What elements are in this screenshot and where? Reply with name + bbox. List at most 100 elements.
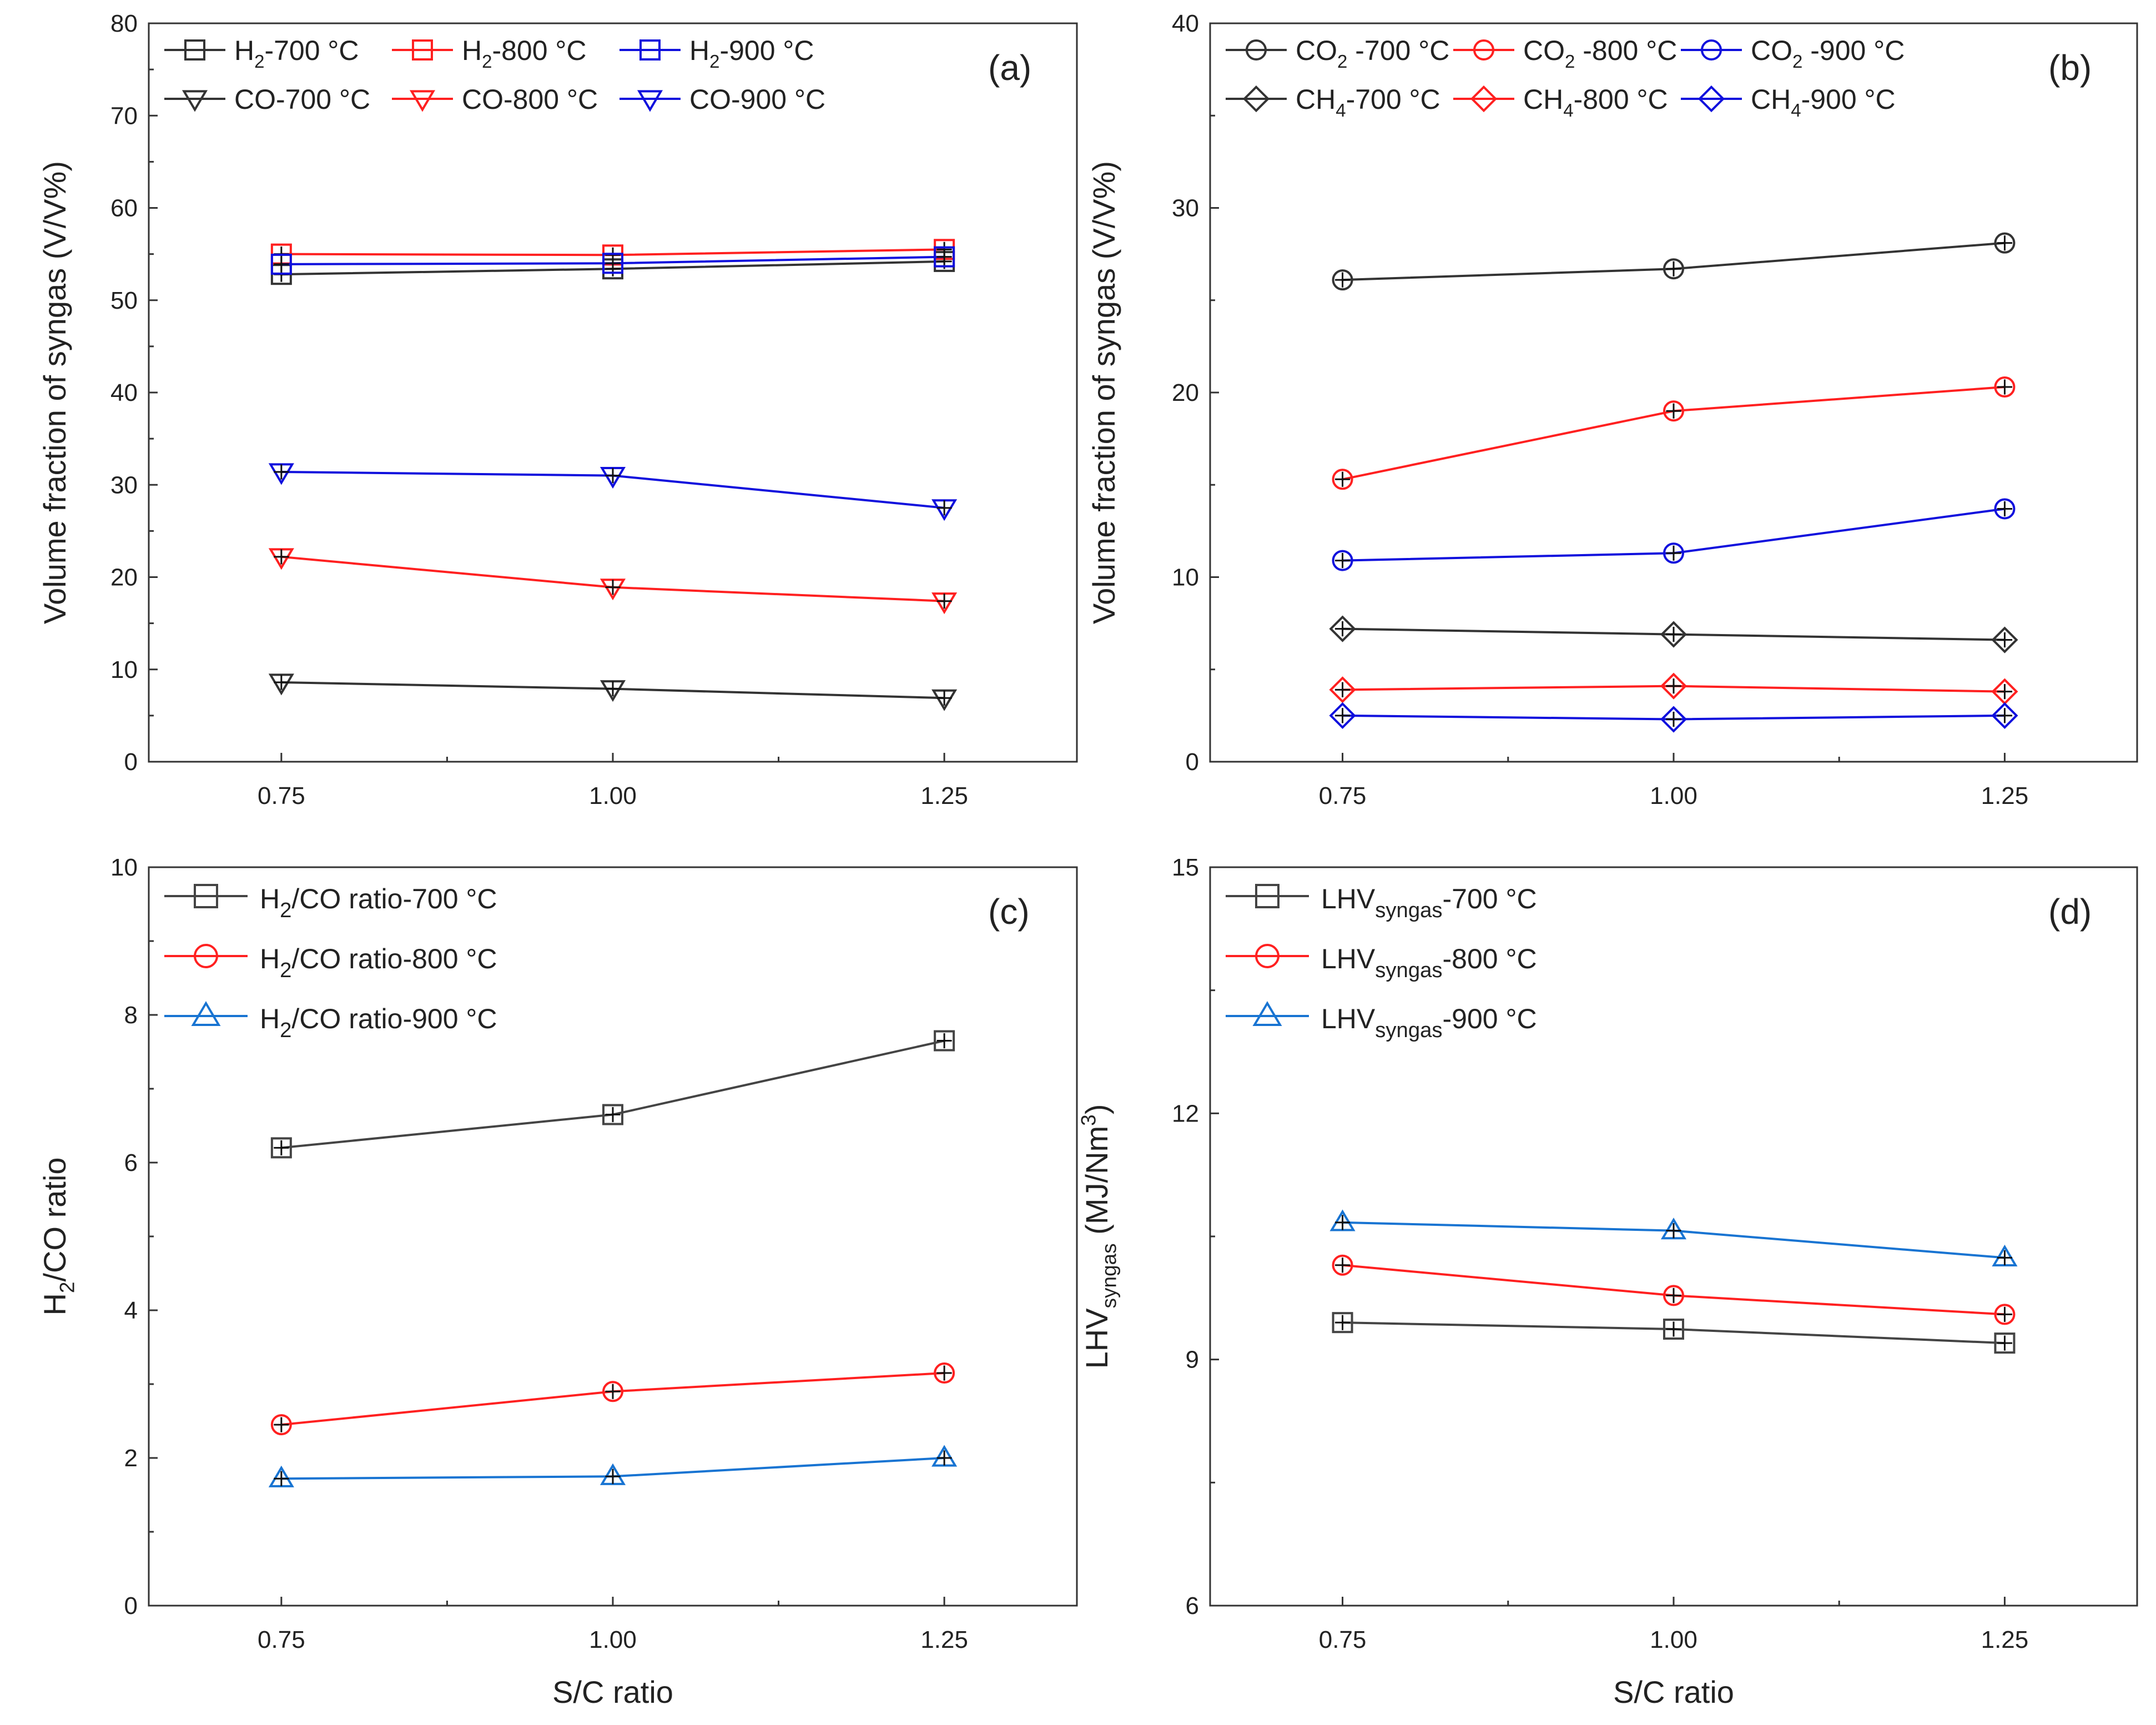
- legend-marker: [1697, 85, 1725, 113]
- data-point: [1332, 269, 1353, 291]
- data-point: [1660, 672, 1687, 700]
- legend-marker: [409, 90, 436, 112]
- legend-marker: [1242, 85, 1270, 113]
- y-tick-label: 40: [1172, 10, 1199, 37]
- legend-marker: [1252, 1001, 1282, 1026]
- legend: H2-700 °C H2-800 °C H2-900 °C CO-700 °C CO-8…: [164, 35, 825, 115]
- y-tick-label: 6: [124, 1149, 138, 1176]
- legend-label: CO-800 °C: [462, 84, 598, 115]
- series-0: [270, 1030, 955, 1159]
- series-2: [268, 1445, 958, 1487]
- y-tick-label: 30: [110, 471, 138, 499]
- y-tick-label: 10: [1172, 564, 1199, 591]
- x-tick-label: 1.25: [920, 1626, 968, 1653]
- data-point: [1332, 469, 1353, 490]
- legend-label: CH4-700 °C: [1296, 84, 1440, 120]
- legend-label: LHVsyngas-800 °C: [1321, 943, 1537, 982]
- data-point: [934, 1030, 955, 1052]
- data-point: [1329, 702, 1356, 729]
- panel-label: (b): [2048, 48, 2092, 88]
- series-2: [1332, 498, 2016, 571]
- plot-frame: [148, 22, 1078, 763]
- data-point: [1663, 542, 1684, 564]
- data-point: [1994, 232, 2016, 254]
- y-tick-label: 40: [110, 379, 138, 406]
- data-point: [602, 253, 623, 274]
- y-tick-label: 80: [110, 10, 138, 37]
- legend-label: H2-900 °C: [689, 35, 814, 72]
- data-point: [270, 1137, 292, 1159]
- legend-label: CO-700 °C: [234, 84, 370, 115]
- x-tick-label: 1.00: [1650, 782, 1697, 809]
- data-point: [1660, 621, 1687, 648]
- y-tick-label: 10: [110, 854, 138, 881]
- series-0: [1332, 1312, 2016, 1354]
- x-tick-label: 0.75: [258, 782, 305, 809]
- data-point: [1994, 376, 2016, 398]
- data-point: [1660, 706, 1687, 733]
- data-point: [1991, 702, 2018, 729]
- data-point: [1329, 615, 1356, 642]
- legend-marker: [194, 944, 218, 968]
- legend-label: CO2 -700 °C: [1296, 35, 1449, 72]
- chart-panel-c: 0 2 4 6 8 10 0.75 1.00 1.25 S/C ratio H2/CO ratio (…: [37, 854, 1078, 1709]
- data-point: [602, 1381, 623, 1402]
- series-1: [1332, 1254, 2016, 1325]
- chart-panel-d: 6 9 12 15 0.75 1.00 1.25 S/C ratio LHVsyngas (MJ…: [1077, 854, 2138, 1709]
- legend-label: H2-700 °C: [234, 35, 359, 72]
- data-point: [1994, 498, 2016, 520]
- series-1: [1332, 376, 2016, 490]
- legend-label: CH4-800 °C: [1523, 84, 1668, 120]
- x-tick-label: 0.75: [1319, 1626, 1367, 1653]
- y-tick-label: 70: [110, 102, 138, 129]
- y-tick-label: 50: [110, 287, 138, 314]
- data-point: [1994, 1304, 2016, 1325]
- y-axis-label-group: Volume fraction of syngas (V/V%): [37, 161, 72, 624]
- legend-marker: [639, 39, 661, 61]
- legend-marker: [191, 1001, 221, 1026]
- y-axis-label-group: Volume fraction of syngas (V/V%): [1086, 161, 1121, 624]
- legend-marker: [194, 884, 218, 908]
- x-tick-label: 1.25: [920, 782, 968, 809]
- panel-label: (c): [988, 892, 1030, 932]
- series-2: [1329, 1209, 2018, 1267]
- y-tick-label: 0: [124, 748, 138, 776]
- legend-label: CO2 -800 °C: [1523, 35, 1677, 72]
- legend-marker: [182, 90, 208, 112]
- data-point: [1994, 1332, 2016, 1354]
- x-axis-label: S/C ratio: [1613, 1674, 1734, 1709]
- x-tick-label: 1.25: [1981, 782, 2029, 809]
- x-tick-label: 1.00: [589, 782, 637, 809]
- y-tick-label: 30: [1172, 195, 1199, 222]
- series-2: [270, 246, 955, 275]
- legend-marker: [1255, 884, 1280, 908]
- data-point: [1332, 1312, 1353, 1334]
- chart-panel-b: 0 10 20 30 40 0.75 1.00 1.25 Volume fraction of …: [1086, 10, 2138, 809]
- x-tick-label: 0.75: [1319, 782, 1367, 809]
- series-3: [1329, 615, 2018, 653]
- x-tick-label: 0.75: [258, 1626, 305, 1653]
- legend-label: LHVsyngas-700 °C: [1321, 883, 1537, 922]
- data-point: [934, 246, 955, 268]
- legend-label: CO2 -900 °C: [1751, 35, 1905, 72]
- x-tick-label: 1.00: [589, 1626, 637, 1653]
- legend-marker: [1255, 944, 1280, 968]
- legend-label: H2/CO ratio-900 °C: [260, 1003, 497, 1042]
- y-axis-label: Volume fraction of syngas (V/V%): [37, 161, 72, 624]
- series-3: [268, 673, 958, 711]
- y-tick-label: 0: [124, 1592, 138, 1620]
- data-point: [1663, 400, 1684, 422]
- data-point: [602, 1104, 623, 1125]
- data-point: [1663, 1285, 1684, 1306]
- y-tick-label: 15: [1172, 854, 1199, 881]
- series-line: [281, 1039, 945, 1149]
- legend-label: H2/CO ratio-800 °C: [260, 943, 497, 982]
- y-tick-label: 0: [1186, 748, 1199, 776]
- y-tick-label: 8: [124, 1002, 138, 1029]
- data-point: [934, 1362, 955, 1384]
- y-axis-label: H2/CO ratio: [37, 1157, 79, 1315]
- legend-marker: [1470, 85, 1498, 113]
- legend: H2/CO ratio-700 °C H2/CO ratio-800 °C H2/C…: [164, 883, 497, 1042]
- y-tick-label: 10: [110, 656, 138, 683]
- y-tick-label: 60: [110, 195, 138, 222]
